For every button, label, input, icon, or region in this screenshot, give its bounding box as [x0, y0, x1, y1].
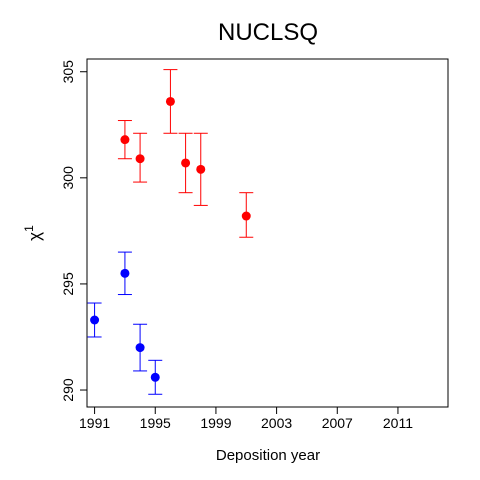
data-point: [120, 135, 130, 145]
data-point: [181, 158, 191, 168]
data-point: [150, 372, 160, 382]
y-axis-label-superscript: 1: [22, 225, 36, 232]
y-axis-label: χ1: [22, 225, 44, 241]
y-tick-label: 300: [60, 166, 76, 190]
x-tick-label: 1991: [79, 415, 110, 431]
y-axis-label-main: χ: [25, 232, 44, 241]
data-point: [196, 164, 206, 174]
chart-title: NUCLSQ: [218, 19, 318, 46]
data-point: [165, 96, 175, 106]
x-tick-label: 2007: [322, 415, 353, 431]
data-marks: [87, 69, 254, 395]
plot-frame: [86, 58, 449, 408]
x-tick-label: 1995: [140, 415, 171, 431]
x-tick-label: 2011: [383, 415, 413, 431]
data-point: [241, 211, 251, 221]
data-point: [120, 268, 130, 278]
x-axis-label: Deposition year: [216, 447, 320, 464]
x-tick-label: 2003: [261, 415, 292, 431]
data-point: [90, 315, 100, 325]
y-axis: 290 295 300 305: [60, 60, 88, 402]
data-point: [135, 154, 145, 164]
data-point: [135, 343, 145, 353]
y-tick-label: 295: [60, 272, 76, 296]
x-tick-label: 1999: [200, 415, 231, 431]
y-tick-label: 305: [60, 60, 76, 84]
y-axis-label-group: χ1: [22, 225, 44, 241]
y-tick-label: 290: [60, 378, 76, 402]
x-axis: 1991 1995 1999 2003 2007 2011: [79, 406, 413, 431]
